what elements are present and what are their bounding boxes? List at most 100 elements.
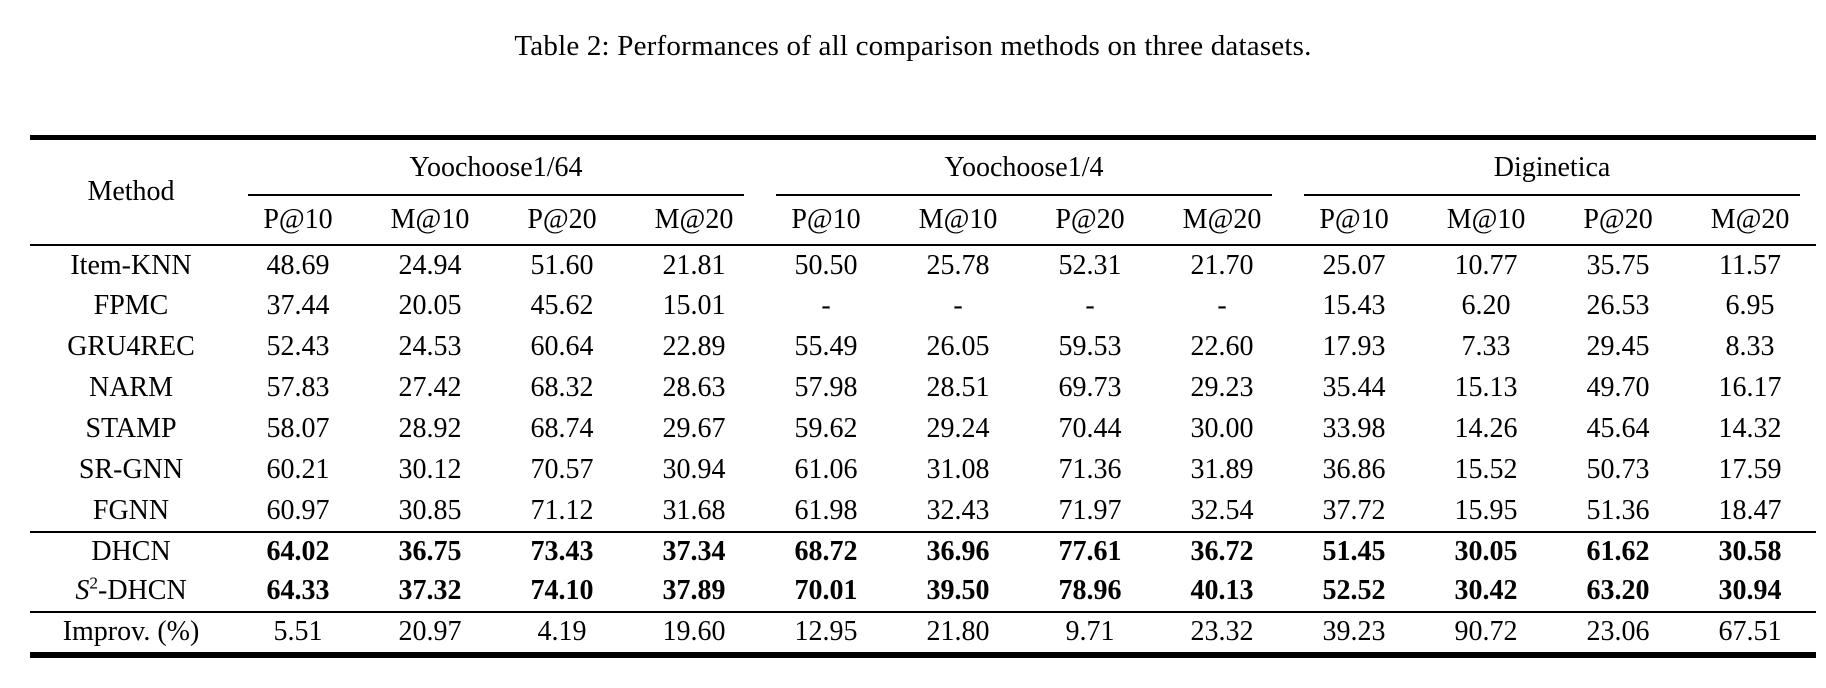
method-cell: FGNN: [92, 494, 170, 526]
value-cell: 63.20: [1586, 575, 1650, 606]
value-cell: 68.72: [760, 530, 893, 572]
table-row: Improv. (%) 5.51 20.97 4.19 19.60 12.95 21.80 9…: [30, 610, 1817, 655]
value-cell: 26.53: [1586, 290, 1650, 321]
table-row: FPMC 37.44 20.05 45.62 15.01 - - - - 15.43 6.20 26.…: [30, 286, 1816, 327]
value-cell: 15.43: [1322, 290, 1386, 321]
value-cell: 36.72: [1156, 530, 1289, 572]
value-cell: 35.44: [1322, 372, 1386, 403]
value-cell: -: [953, 290, 963, 321]
value-cell: 52.43: [266, 331, 330, 362]
group-header-diginetica: Diginetica: [1288, 138, 1816, 196]
value-cell: 58.07: [266, 413, 330, 444]
value-cell: 61.98: [794, 494, 858, 526]
value-cell: 17.59: [1718, 454, 1782, 485]
value-cell: 29.45: [1586, 331, 1650, 362]
metric-header: P@10: [760, 195, 893, 246]
value-cell: 21.80: [892, 610, 1025, 655]
value-cell: 31.68: [662, 494, 726, 526]
value-cell: 11.57: [1719, 249, 1782, 281]
value-cell: 57.83: [266, 372, 330, 403]
table-row: GRU4REC 52.43 24.53 60.64 22.89 55.49 26.05 59.…: [30, 327, 1816, 368]
value-cell: 14.26: [1454, 413, 1518, 444]
value-cell: 71.36: [1058, 454, 1122, 485]
value-cell: 50.73: [1586, 454, 1650, 485]
value-cell: 35.75: [1586, 249, 1650, 281]
value-cell: 29.67: [662, 413, 726, 444]
group-header-row: Method Yoochoose1/64 Yoochoose1/4 Digine…: [30, 137, 1816, 246]
results-table: Method Yoochoose1/64 Yoochoose1/4 Digine…: [30, 135, 1817, 658]
value-cell: 68.74: [530, 413, 594, 444]
value-cell: 37.44: [266, 290, 330, 321]
value-cell: 14.32: [1718, 413, 1782, 444]
value-cell: 36.75: [364, 530, 496, 572]
value-cell: 10.77: [1454, 249, 1518, 281]
method-cell: S2-DHCN: [75, 573, 187, 606]
value-cell: 30.94: [1718, 575, 1782, 606]
value-cell: 90.72: [1420, 610, 1553, 655]
value-cell: -: [1085, 290, 1095, 321]
value-cell: 30.58: [1684, 530, 1817, 572]
value-cell: 45.62: [530, 290, 594, 321]
value-cell: 7.33: [1461, 331, 1511, 362]
value-cell: 60.64: [530, 331, 594, 362]
value-cell: 51.36: [1586, 494, 1650, 526]
value-cell: 15.01: [662, 290, 726, 321]
value-cell: 59.53: [1058, 331, 1122, 362]
table-row: FGNN 60.97 30.85 71.12 31.68 61.98 32.43 71.97 3…: [30, 491, 1816, 532]
value-cell: 67.51: [1684, 610, 1817, 655]
method-cell: SR-GNN: [78, 454, 184, 485]
table-row: Item-KNN 48.69 24.94 51.60 21.81 50.50 25.78 52…: [30, 245, 1816, 286]
value-cell: 40.13: [1190, 575, 1254, 606]
value-cell: 29.24: [926, 413, 990, 444]
value-cell: 37.89: [662, 575, 726, 606]
value-cell: 74.10: [530, 575, 594, 606]
table-row: SR-GNN 60.21 30.12 70.57 30.94 61.06 31.08 71.3…: [30, 450, 1816, 491]
value-cell: 30.00: [1190, 413, 1254, 444]
value-cell: 31.89: [1190, 454, 1254, 485]
value-cell: 49.70: [1586, 372, 1650, 403]
value-cell: 28.63: [662, 372, 726, 403]
value-cell: 23.32: [1156, 610, 1289, 655]
value-cell: 60.21: [266, 454, 330, 485]
value-cell: 8.33: [1725, 331, 1775, 362]
value-cell: 24.94: [398, 249, 462, 281]
value-cell: 68.32: [530, 372, 594, 403]
value-cell: 15.95: [1454, 494, 1518, 526]
method-column-header: Method: [30, 137, 232, 246]
value-cell: 36.96: [892, 530, 1025, 572]
value-cell: 21.70: [1190, 249, 1254, 281]
metric-header: M@20: [1684, 195, 1817, 246]
table-row: DHCN 64.02 36.75 73.43 37.34 68.72 36.96 77.61 3…: [30, 530, 1817, 572]
value-cell: 61.06: [794, 454, 858, 485]
group-header-yoochoose1-4: Yoochoose1/4: [760, 138, 1288, 196]
value-cell: 32.43: [926, 494, 990, 526]
value-cell: 32.54: [1190, 494, 1254, 526]
value-cell: 37.34: [628, 530, 761, 572]
metric-header: M@10: [892, 195, 1025, 246]
value-cell: 17.93: [1322, 331, 1386, 362]
section-proposed: DHCN 64.02 36.75 73.43 37.34 68.72 36.96 77.61 3…: [30, 530, 1817, 612]
metric-header: P@20: [496, 195, 628, 246]
metric-header: M@10: [1420, 195, 1553, 246]
value-cell: 71.12: [530, 494, 594, 526]
value-cell: 71.97: [1058, 494, 1122, 526]
value-cell: 39.23: [1288, 610, 1421, 655]
method-cell: GRU4REC: [67, 331, 195, 362]
value-cell: 50.50: [794, 249, 858, 281]
value-cell: 16.17: [1718, 372, 1782, 403]
value-cell: 37.72: [1322, 494, 1386, 526]
method-cell: STAMP: [85, 413, 177, 444]
value-cell: 9.71: [1024, 610, 1157, 655]
value-cell: 77.61: [1024, 530, 1157, 572]
method-cell: DHCN: [30, 530, 232, 572]
value-cell: 27.42: [398, 372, 462, 403]
metric-header: P@20: [1552, 195, 1685, 246]
value-cell: 70.57: [530, 454, 594, 485]
value-cell: 5.51: [232, 610, 364, 655]
value-cell: 39.50: [926, 575, 990, 606]
table-row: STAMP 58.07 28.92 68.74 29.67 59.62 29.24 70.44…: [30, 409, 1816, 450]
value-cell: -: [1217, 290, 1227, 321]
value-cell: 69.73: [1058, 372, 1122, 403]
value-cell: 23.06: [1552, 610, 1685, 655]
